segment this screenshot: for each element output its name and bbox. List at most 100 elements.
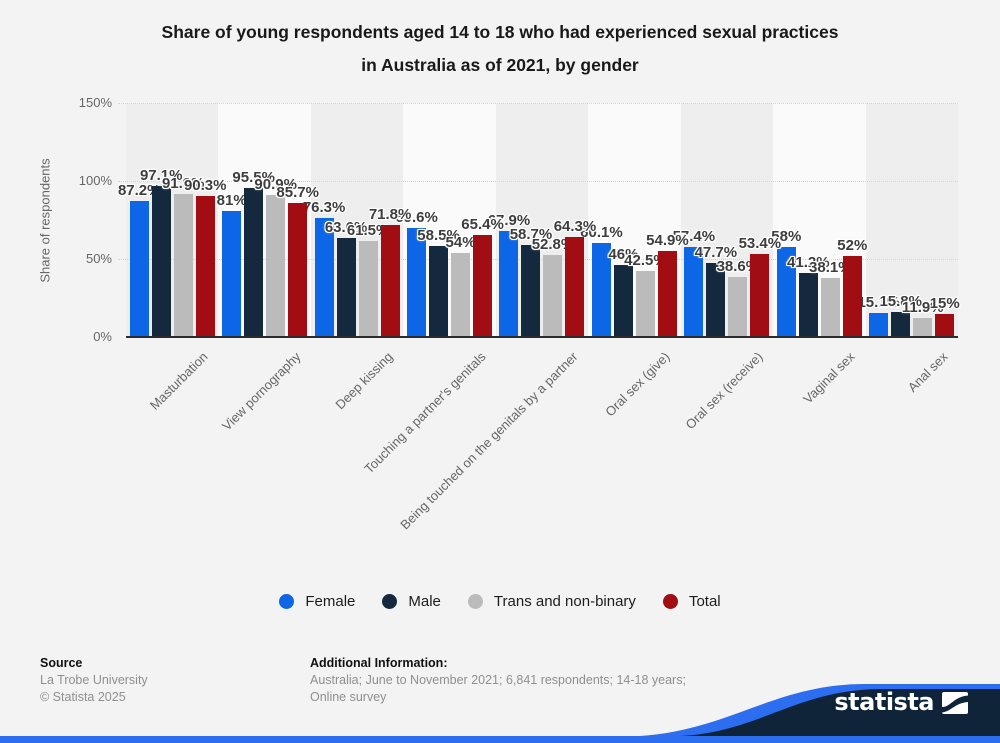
bar-value-label: 97.1% (139, 166, 183, 184)
bar-male[interactable]: 47.7% (695, 244, 737, 337)
bar-female[interactable]: 67.9% (488, 212, 530, 337)
bar-value-label: 58.5% (417, 226, 460, 244)
x-axis-category-label: Being touched on the genitals by a partn… (397, 349, 581, 533)
brand-bottom-bar (0, 736, 1000, 743)
bar-male[interactable]: 63.6% (325, 219, 367, 337)
bar-value-label: 53.4% (738, 234, 782, 252)
bar-value-label: 90.3% (183, 177, 227, 195)
bar-male[interactable]: 46% (608, 246, 638, 337)
bar-male[interactable]: 58.5% (417, 227, 460, 337)
bar-male[interactable]: 97.1% (140, 167, 182, 337)
bar-total[interactable]: 53.4% (739, 235, 781, 337)
bar-value-label: 90.9% (254, 176, 297, 194)
copyright-text: © Statista 2025 (40, 690, 126, 704)
legend-item-male[interactable]: Male (382, 593, 441, 610)
bar-total[interactable]: 90.3% (184, 177, 226, 337)
bar-value-label: 52% (837, 236, 868, 254)
bar-trans-and-non-binary[interactable]: 38.1% (809, 259, 852, 337)
bar-group: 58% 41.2% 38.1% 52% (771, 103, 867, 337)
bar-total[interactable]: 85.7% (276, 184, 319, 337)
bar-trans-and-non-binary[interactable]: 54% (446, 234, 476, 337)
bar-value-label: 76.3% (302, 198, 346, 216)
bar-male[interactable]: 41.2% (787, 254, 830, 337)
bar-female[interactable]: 15.1% (857, 294, 900, 337)
bar-male[interactable]: 95.5% (232, 169, 275, 337)
x-axis-category-label: Anal sex (904, 349, 951, 395)
x-axis-category-label: View pornography (218, 349, 304, 434)
bar-value-label: 85.7% (276, 184, 319, 202)
bar-groups: 87.2% 97.1% 91.9% 90.3% 81% 95.5% 90.9% 85.7% 76… (118, 103, 960, 337)
bar-group: 69.6% 58.5% 54% 65.4% (395, 103, 504, 337)
y-axis-tick-label: 0% (93, 329, 112, 344)
source-name[interactable]: La Trobe University (40, 673, 148, 687)
chart-title-line2: in Australia as of 2021, by gender (361, 55, 639, 75)
bar-male[interactable]: 15.8% (879, 293, 922, 337)
bar-trans-and-non-binary[interactable]: 91.9% (162, 175, 204, 337)
bar-value-label: 65.4% (461, 215, 504, 233)
bar-value-label: 63.6% (324, 218, 368, 236)
additional-info-line1: Australia; June to November 2021; 6,841 … (310, 673, 686, 687)
bar-trans-and-non-binary[interactable]: 11.9% (902, 299, 944, 337)
legend-item-total[interactable]: Total (662, 593, 721, 610)
bar-female[interactable]: 58% (771, 228, 801, 337)
bar-total[interactable]: 71.8% (369, 206, 411, 337)
legend-item-female[interactable]: Female (279, 593, 355, 610)
x-axis-category-label: Touching a partner's genitals (360, 349, 489, 477)
bar-value-label: 95.5% (232, 169, 275, 187)
bar-group: 57.4% 47.7% 38.6% 53.4% (673, 103, 781, 337)
bar-group: 15.1% 15.8% 11.9% 15% (857, 103, 960, 337)
bar-total[interactable]: 52% (837, 237, 867, 337)
chart-title: Share of young respondents aged 14 to 18… (0, 16, 1000, 82)
bar-female[interactable]: 57.4% (673, 228, 715, 337)
y-axis-tick-label: 100% (78, 173, 112, 188)
footer-additional-block: Additional Information: Australia; June … (310, 655, 686, 706)
bar-trans-and-non-binary[interactable]: 61.5% (347, 222, 389, 337)
bar-trans-and-non-binary[interactable]: 90.9% (254, 176, 297, 337)
y-axis-title: Share of respondents (37, 157, 53, 283)
legend-dot-icon (662, 594, 678, 609)
legend-label: Female (305, 593, 356, 610)
bar-value-label: 60.1% (580, 224, 623, 242)
chart-title-line1: Share of young respondents aged 14 to 18… (161, 22, 839, 42)
bar-total[interactable]: 54.9% (646, 232, 689, 337)
bar-group: 81% 95.5% 90.9% 85.7% (217, 103, 319, 337)
bar-trans-and-non-binary[interactable]: 52.8% (532, 236, 574, 337)
bar-female[interactable]: 60.1% (580, 224, 623, 337)
bar-value-label: 69.6% (395, 209, 438, 227)
bar-value-label: 87.2% (117, 181, 161, 199)
legend-dot-icon (467, 594, 483, 609)
bar-total[interactable]: 15% (930, 295, 960, 337)
additional-info-label: Additional Information: (310, 656, 448, 670)
bar-value-label: 58.7% (509, 226, 553, 244)
bar-value-label: 15.1% (857, 294, 900, 312)
bar-chart-plot-area: Share of respondents 0% 50% 100% 150% 87.2% 9… (38, 95, 960, 532)
bar-female[interactable]: 69.6% (395, 209, 438, 337)
bar-total[interactable]: 65.4% (461, 216, 504, 337)
bar-group: 60.1% 46% 42.5% 54.9% (580, 103, 689, 337)
bar-value-label: 67.9% (487, 212, 531, 230)
bar-group: 67.9% 58.7% 52.8% 64.3% (488, 103, 596, 337)
x-axis-category-label: Deep kissing (332, 349, 396, 413)
x-axis-category-label: Vaginal sex (800, 349, 858, 407)
bar-value-label: 61.5% (346, 222, 390, 240)
bar-female[interactable]: 81% (217, 192, 247, 337)
bar-female[interactable]: 76.3% (303, 199, 345, 337)
bar-group: 87.2% 97.1% 91.9% 90.3% (118, 103, 226, 337)
bar-total[interactable]: 64.3% (554, 218, 596, 337)
bar-trans-and-non-binary[interactable]: 42.5% (624, 252, 667, 337)
bar-value-label: 15.8% (879, 293, 922, 311)
y-axis-tick-label: 150% (78, 95, 112, 110)
gridline (118, 181, 958, 182)
bar-value-label: 41.2% (787, 253, 830, 271)
bar-value-label: 58% (771, 227, 802, 245)
legend-label: Male (408, 593, 441, 610)
bar-value-label: 91.9% (161, 174, 205, 192)
bar-male[interactable]: 58.7% (510, 226, 552, 337)
source-label: Source (40, 656, 83, 670)
footer-source-block: Source La Trobe University © Statista 20… (40, 655, 148, 706)
y-axis-tick-label: 50% (85, 251, 112, 266)
legend-item-trans-and-non-binary[interactable]: Trans and non-binary (467, 593, 636, 610)
bar-female[interactable]: 87.2% (118, 182, 160, 337)
statista-logo-icon (942, 692, 968, 714)
bar-trans-and-non-binary[interactable]: 38.6% (717, 258, 759, 337)
